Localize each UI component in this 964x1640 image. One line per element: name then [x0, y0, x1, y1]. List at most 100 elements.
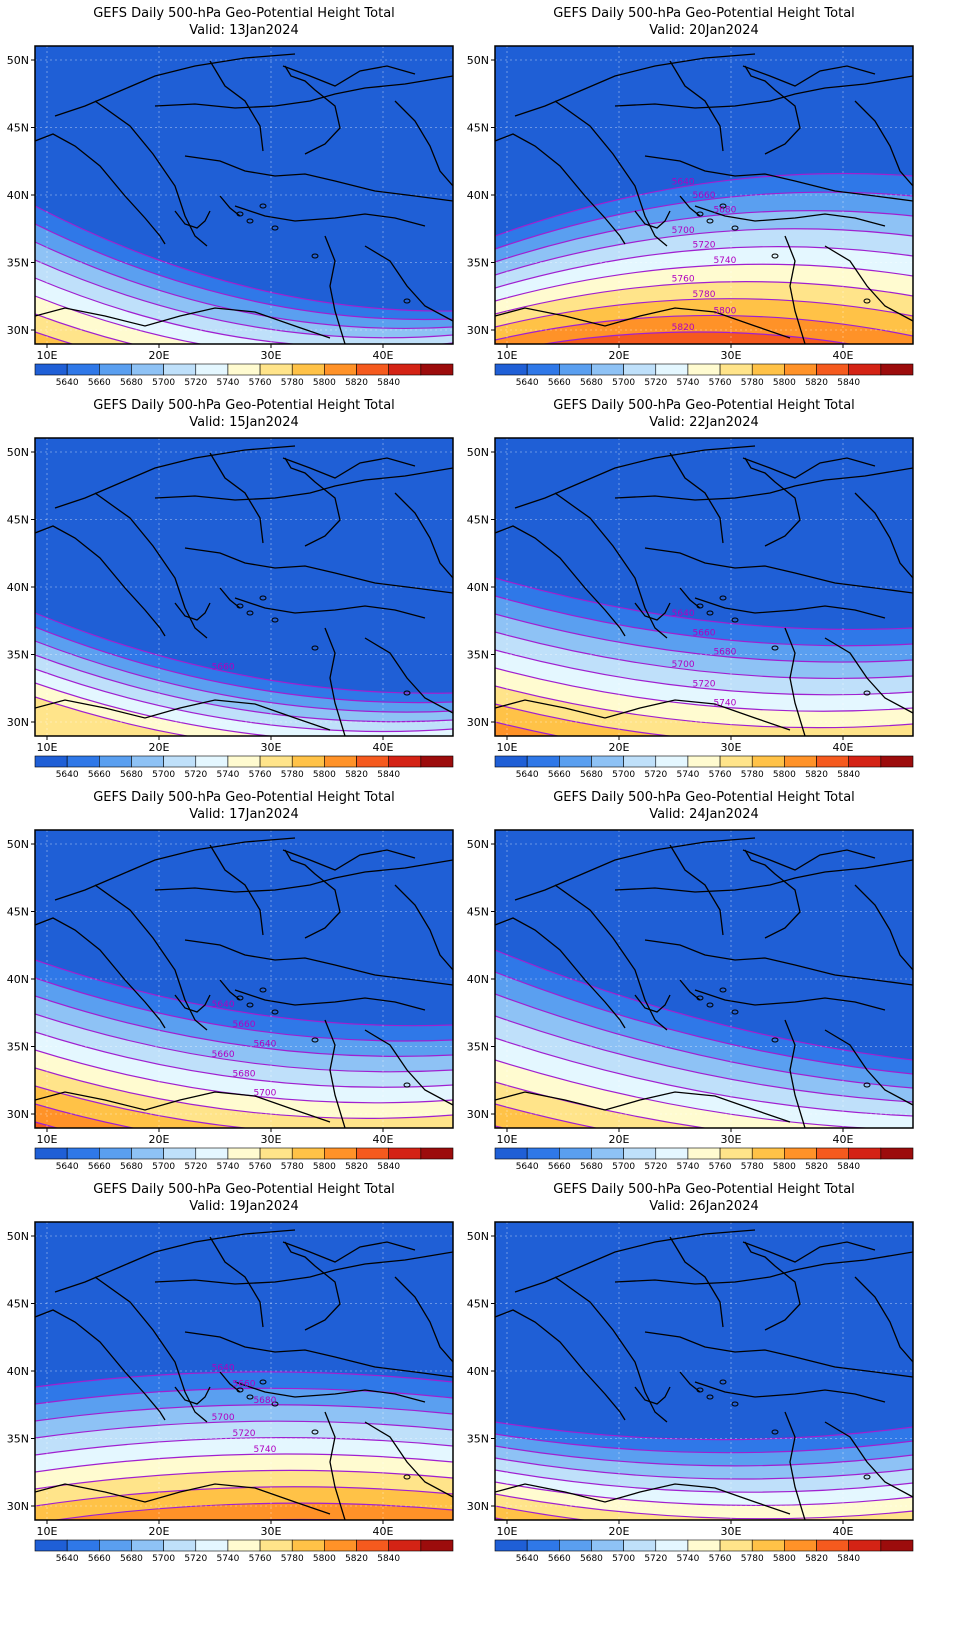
coastline [54, 1229, 296, 1293]
colorbar-label: 5660 [548, 378, 571, 388]
colorbar: 5640 5660 5680 5700 5720 5740 5760 5780 5800 5820… [494, 1147, 914, 1172]
colorbar-swatch [848, 1147, 882, 1160]
coastline [209, 452, 264, 544]
colorbar-swatch [163, 755, 197, 768]
coastline [282, 65, 416, 87]
colorbar-label: 5800 [313, 1162, 336, 1172]
colorbar-swatch [719, 363, 753, 376]
contour-line [495, 949, 913, 1061]
lat-tick-label: 50N [7, 838, 29, 851]
lat-tick-label: 40N [467, 1365, 489, 1378]
island [259, 595, 267, 601]
colorbar-swatch [719, 755, 753, 768]
panel-valid-date: Valid: 20Jan2024 [649, 23, 759, 38]
island [771, 253, 779, 259]
coastline [209, 1236, 264, 1328]
colorbar-label: 5740 [216, 1162, 239, 1172]
panel-valid-date: Valid: 13Jan2024 [189, 23, 299, 38]
colorbar-swatch [559, 363, 592, 376]
colorbar-label: 5640 [516, 770, 539, 780]
height-band [35, 1122, 58, 1128]
contour-line [495, 210, 913, 263]
colorbar-label: 5840 [837, 770, 860, 780]
lat-tick-label: 45N [467, 514, 489, 527]
coastline [495, 699, 791, 731]
map-area [495, 46, 913, 344]
coastline [35, 699, 331, 731]
colorbar-swatch [784, 363, 817, 376]
island [311, 1037, 319, 1043]
colorbar-swatch [66, 755, 100, 768]
colorbar-swatch [494, 755, 528, 768]
colorbar-swatch [687, 755, 721, 768]
lat-tick-label: 35N [467, 1433, 489, 1446]
colorbar-swatch [784, 755, 817, 768]
contour-line [540, 331, 854, 344]
coastline [694, 1381, 886, 1403]
contour-line [495, 228, 913, 276]
colorbar-swatch [420, 1147, 454, 1160]
colorbar-label: 5760 [709, 1554, 732, 1564]
colorbar-swatch [34, 1539, 68, 1552]
contour-line [35, 682, 276, 736]
contour-line [495, 721, 561, 736]
height-band [495, 704, 670, 736]
coastline [394, 884, 453, 971]
contour-line [35, 1453, 453, 1473]
contour-label: 5760 [672, 275, 695, 285]
coastline [282, 849, 416, 871]
lat-tick-label: 50N [7, 54, 29, 67]
contour-line [495, 993, 913, 1089]
coastline [35, 525, 166, 637]
coastline [495, 525, 626, 637]
contour-line [495, 1469, 913, 1493]
colorbar-swatch [291, 363, 325, 376]
coastline [854, 1276, 913, 1363]
coastline [394, 100, 453, 187]
colorbar-label: 5640 [56, 378, 79, 388]
coastline [744, 457, 801, 547]
contour-line [495, 631, 913, 680]
map-panel: GEFS Daily 500-hPa Geo-Potential Height … [7, 398, 454, 780]
coastline [324, 627, 346, 736]
coastline [209, 60, 264, 152]
island [863, 1474, 871, 1480]
lon-tick-label: 40E [373, 1133, 394, 1146]
coastline [644, 155, 913, 202]
colorbar-swatch [559, 1539, 592, 1552]
lon-tick-label: 30E [721, 1133, 742, 1146]
colorbar-swatch [848, 363, 882, 376]
colorbar-swatch [687, 1539, 721, 1552]
coastline [514, 445, 756, 509]
colorbar-label: 5700 [152, 770, 175, 780]
lat-tick-label: 45N [7, 1298, 29, 1311]
contour-line [35, 1031, 453, 1088]
island [271, 617, 279, 623]
colorbar-swatch [66, 1147, 100, 1160]
colorbar-label: 5720 [184, 378, 207, 388]
colorbar-swatch [356, 755, 389, 768]
colorbar-label: 5660 [548, 1554, 571, 1564]
lon-tick-label: 30E [261, 349, 282, 362]
colorbar-label: 5660 [548, 1162, 571, 1172]
coastline [824, 1421, 913, 1498]
map-area [35, 46, 453, 344]
lon-tick-label: 40E [833, 741, 854, 754]
island [771, 645, 779, 651]
coastline [784, 1019, 806, 1128]
colorbar-label: 5800 [773, 1162, 796, 1172]
colorbar-label: 5760 [249, 1554, 272, 1564]
contour-line [35, 1103, 137, 1128]
colorbar-swatch [655, 1539, 689, 1552]
colorbar: 5640 5660 5680 5700 5720 5740 5760 5780 5800 5820… [34, 755, 454, 780]
colorbar-swatch [388, 1147, 422, 1160]
coastline [644, 1331, 913, 1378]
coastline [154, 75, 453, 109]
colorbar-swatch [99, 1147, 132, 1160]
colorbar-swatch [623, 1147, 657, 1160]
lon-tick-label: 20E [149, 1133, 170, 1146]
colorbar-swatch [816, 1539, 849, 1552]
map-area [495, 1222, 913, 1520]
colorbar-swatch [163, 363, 197, 376]
